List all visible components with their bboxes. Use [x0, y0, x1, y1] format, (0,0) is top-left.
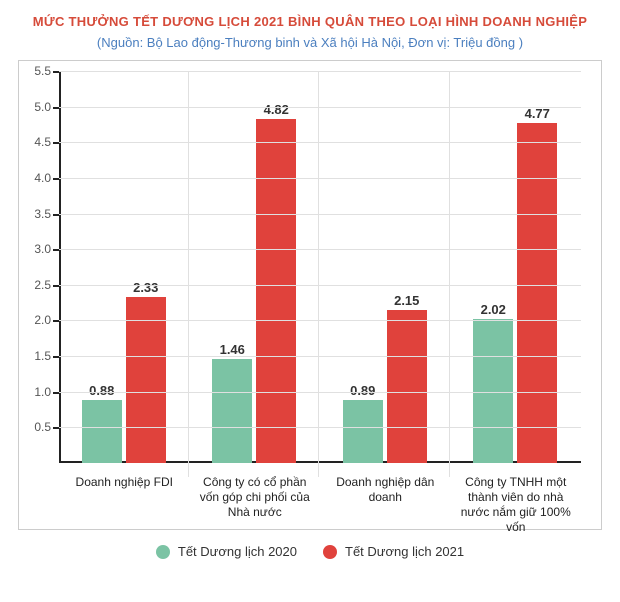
legend-label: Tết Dương lịch 2020	[178, 544, 297, 559]
grid-line	[59, 356, 581, 357]
legend-swatch	[323, 545, 337, 559]
group-separator	[188, 71, 189, 477]
subtitle-text: Nguồn: Bộ Lao động-Thương binh và Xã hội…	[101, 35, 515, 50]
y-tick-mark	[53, 249, 59, 251]
grid-line	[59, 427, 581, 428]
bar: 1.46	[212, 359, 252, 463]
bar-value-label: 2.33	[133, 280, 158, 295]
bar-value-label: 0.89	[350, 383, 375, 398]
grid-line	[59, 320, 581, 321]
bar: 0.88	[82, 400, 122, 463]
bar-value-label: 4.77	[525, 106, 550, 121]
bars: 0.882.33	[59, 71, 189, 463]
bar: 4.77	[517, 123, 557, 463]
chart-subtitle: (Nguồn: Bộ Lao động-Thương binh và Xã hộ…	[18, 35, 602, 50]
grid-line	[59, 249, 581, 250]
bar-group: 1.464.82	[190, 71, 321, 463]
x-axis-label: Công ty có cổ phần vốn góp chi phối của …	[190, 469, 321, 523]
grid-line	[59, 178, 581, 179]
legend-label: Tết Dương lịch 2021	[345, 544, 464, 559]
legend-item: Tết Dương lịch 2021	[323, 544, 464, 559]
group-separator	[449, 71, 450, 477]
x-axis-label: Công ty TNHH một thành viên do nhà nước …	[451, 469, 582, 523]
x-axis-label: Doanh nghiệp FDI	[59, 469, 190, 523]
legend-item: Tết Dương lịch 2020	[156, 544, 297, 559]
bar-value-label: 2.15	[394, 293, 419, 308]
y-tick-mark	[53, 320, 59, 322]
bar: 2.33	[126, 297, 166, 463]
bar: 2.15	[387, 310, 427, 463]
y-tick-mark	[53, 178, 59, 180]
x-axis-label: Doanh nghiệp dân doanh	[320, 469, 451, 523]
y-tick-mark	[53, 427, 59, 429]
x-axis-labels: Doanh nghiệp FDICông ty có cổ phần vốn g…	[59, 469, 581, 523]
y-tick-mark	[53, 107, 59, 109]
bar-group: 0.882.33	[59, 71, 190, 463]
bars: 1.464.82	[190, 71, 320, 463]
grid-line	[59, 285, 581, 286]
grid-line	[59, 392, 581, 393]
group-separator	[318, 71, 319, 477]
y-tick-mark	[53, 71, 59, 73]
chart-title: MỨC THƯỞNG TẾT DƯƠNG LỊCH 2021 BÌNH QUÂN…	[18, 14, 602, 29]
bar-value-label: 2.02	[481, 302, 506, 317]
bar-group: 0.892.15	[320, 71, 451, 463]
chart-container: 0.882.331.464.820.892.152.024.77 0.51.01…	[18, 60, 602, 530]
y-tick-mark	[53, 214, 59, 216]
y-tick-mark	[53, 142, 59, 144]
bar-group: 2.02 4.77	[451, 71, 582, 463]
bar: 0.89	[343, 400, 383, 463]
y-tick-mark	[53, 285, 59, 287]
plot-area: 0.882.331.464.820.892.152.024.77 0.51.01…	[59, 71, 581, 463]
subtitle-close: )	[515, 35, 523, 50]
legend: Tết Dương lịch 2020 Tết Dương lịch 2021	[18, 544, 602, 559]
grid-line	[59, 107, 581, 108]
bar-value-label: 4.82	[264, 102, 289, 117]
bars: 2.02 4.77	[451, 71, 581, 463]
grid-line	[59, 142, 581, 143]
grid-line	[59, 214, 581, 215]
grid-line	[59, 71, 581, 72]
bar: 4.82	[256, 119, 296, 463]
bars: 0.892.15	[320, 71, 450, 463]
bar-value-label: 1.46	[220, 342, 245, 357]
y-tick-mark	[53, 392, 59, 394]
bar-groups: 0.882.331.464.820.892.152.024.77	[59, 71, 581, 463]
y-tick-mark	[53, 356, 59, 358]
legend-swatch	[156, 545, 170, 559]
